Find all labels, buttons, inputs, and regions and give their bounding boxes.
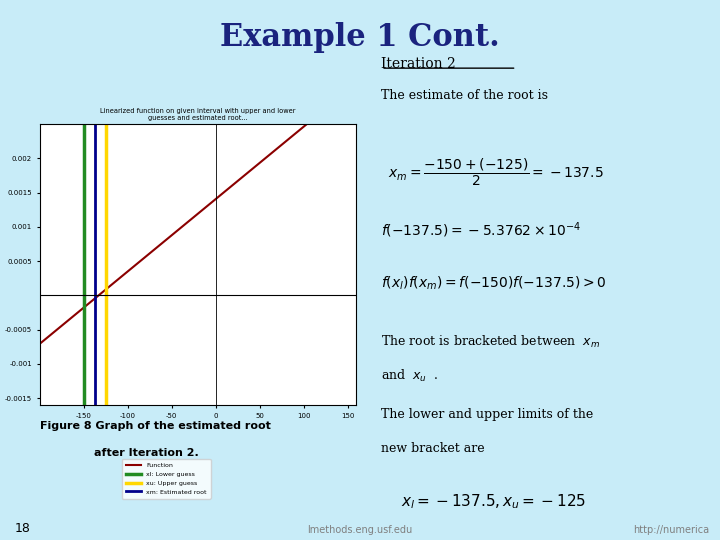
Legend: Function, xl: Lower guess, xu: Upper guess, xm: Estimated root: Function, xl: Lower guess, xu: Upper gue… <box>122 458 210 498</box>
Function <box>188 215 197 222</box>
Text: and  $x_u$  .: and $x_u$ . <box>381 368 438 383</box>
Text: lmethods.eng.usf.edu: lmethods.eng.usf.edu <box>307 524 413 535</box>
Text: The lower and upper limits of the: The lower and upper limits of the <box>381 408 593 421</box>
Text: $x_m = \dfrac{-150+(-125)}{2} = -137.5$: $x_m = \dfrac{-150+(-125)}{2} = -137.5$ <box>388 157 604 188</box>
Text: Example 1 Cont.: Example 1 Cont. <box>220 22 500 52</box>
Function <box>344 86 353 93</box>
Title: Linearized function on given interval with upper and lower
guesses and estimated: Linearized function on given interval wi… <box>100 108 296 121</box>
Text: new bracket are: new bracket are <box>381 442 485 455</box>
Line: Function: Function <box>40 83 356 344</box>
Text: Iteration 2: Iteration 2 <box>381 57 456 71</box>
Text: after Iteration 2.: after Iteration 2. <box>94 448 198 458</box>
Text: The estimate of the root is: The estimate of the root is <box>381 89 548 102</box>
Function <box>186 217 194 224</box>
Text: $f(x_l)f(x_m) = f(-150)f(-137.5) > 0$: $f(x_l)f(x_m) = f(-150)f(-137.5) > 0$ <box>381 274 607 292</box>
Text: 18: 18 <box>14 522 30 535</box>
Function <box>224 186 233 192</box>
Function <box>207 200 215 206</box>
Text: $f(-137.5) = -5.3762 \times 10^{-4}$: $f(-137.5) = -5.3762 \times 10^{-4}$ <box>381 220 581 240</box>
Text: Figure 8 Graph of the estimated root: Figure 8 Graph of the estimated root <box>40 421 271 431</box>
Text: http://numerica: http://numerica <box>633 524 709 535</box>
Text: $x_l = -137.5, x_u = -125$: $x_l = -137.5, x_u = -125$ <box>402 492 587 511</box>
Function <box>295 127 304 133</box>
Text: The root is bracketed between  $x_m$: The root is bracketed between $x_m$ <box>381 334 600 349</box>
Function <box>352 80 361 86</box>
Function <box>35 341 44 347</box>
